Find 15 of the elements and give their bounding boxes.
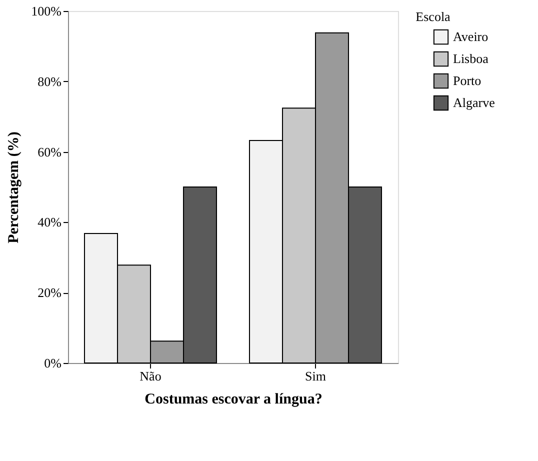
legend-label: Aveiro: [453, 29, 488, 44]
y-tick-label: 60%: [38, 144, 62, 160]
y-tick-label: 100%: [31, 4, 62, 18]
y-tick-label: 40%: [38, 214, 62, 230]
x-tick-label: Não: [140, 368, 162, 384]
y-axis-title: Percentagem (%): [6, 132, 22, 244]
x-axis-title: Costumas escovar a língua?: [144, 392, 322, 408]
legend-label: Lisboa: [453, 51, 489, 66]
x-tick-label: Sim: [305, 368, 326, 384]
legend-title: Escola: [416, 9, 451, 24]
y-tick-label: 80%: [38, 74, 62, 89]
y-tick-label: 20%: [38, 285, 62, 300]
legend-label: Porto: [453, 73, 482, 88]
legend-label: Algarve: [453, 95, 496, 110]
y-tick-label: 0%: [44, 356, 62, 370]
